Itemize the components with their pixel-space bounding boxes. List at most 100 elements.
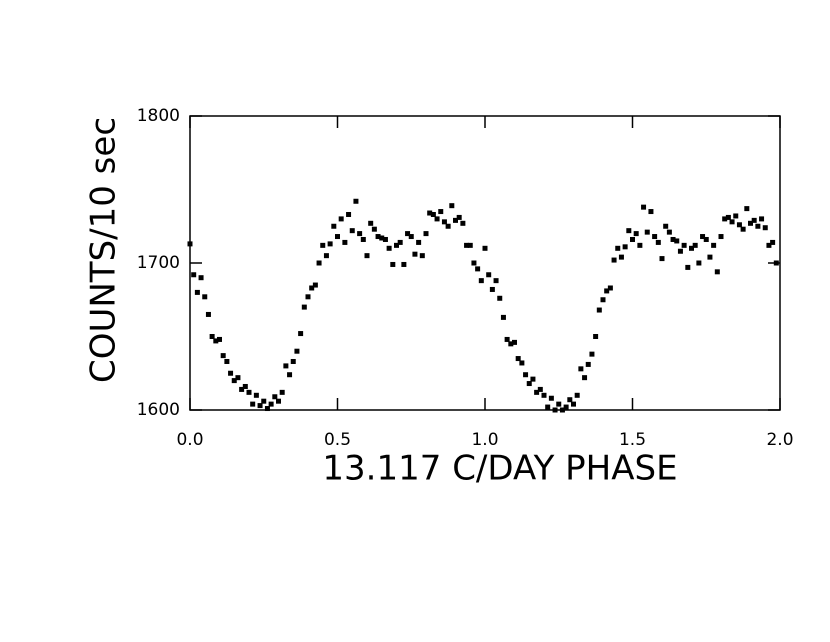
data-point	[205, 311, 211, 317]
data-point	[578, 366, 584, 372]
data-point	[287, 372, 293, 378]
data-point	[748, 220, 753, 226]
data-point	[500, 314, 506, 320]
data-point	[563, 404, 569, 410]
data-point	[331, 223, 337, 229]
data-point	[342, 239, 348, 245]
data-point	[759, 216, 765, 222]
data-point	[323, 253, 329, 259]
data-point	[641, 204, 647, 210]
data-point	[327, 241, 333, 247]
data-point	[692, 242, 698, 248]
data-point	[637, 242, 643, 248]
data-point	[526, 381, 532, 387]
data-point	[762, 225, 768, 231]
data-point	[187, 241, 193, 247]
data-point	[445, 223, 451, 229]
data-point	[733, 213, 739, 219]
y-tick-label: 1600	[137, 400, 180, 420]
data-point	[198, 275, 204, 281]
data-point	[711, 242, 717, 248]
data-point	[666, 229, 672, 235]
data-point	[220, 353, 226, 359]
data-point	[401, 261, 407, 267]
data-point	[316, 260, 322, 266]
data-point	[375, 234, 381, 240]
data-point	[611, 257, 617, 263]
data-point	[430, 211, 436, 217]
data-point	[655, 239, 661, 245]
data-point	[257, 403, 263, 409]
data-point	[722, 216, 728, 222]
y-tick-label: 1800	[137, 106, 180, 126]
plot-frame	[189, 115, 781, 411]
x-axis-title: 13.117 C/DAY PHASE	[322, 449, 677, 489]
data-point	[390, 261, 396, 267]
data-point	[279, 389, 285, 395]
data-point	[633, 231, 639, 237]
data-point	[475, 266, 481, 272]
data-point	[202, 294, 208, 300]
data-point	[305, 294, 311, 300]
data-point	[434, 216, 440, 222]
data-point	[648, 209, 654, 215]
data-point	[438, 209, 444, 215]
data-point	[644, 229, 650, 235]
data-point	[652, 234, 658, 240]
data-point	[677, 248, 683, 254]
data-point	[604, 288, 610, 294]
data-point	[449, 203, 455, 209]
data-point	[718, 234, 724, 240]
data-point	[512, 339, 517, 345]
x-tick-label: 0.0	[176, 430, 203, 450]
data-point	[253, 392, 259, 398]
x-tick-label: 0.5	[324, 430, 351, 450]
data-point	[519, 360, 525, 366]
data-point	[670, 236, 676, 242]
data-point	[194, 289, 200, 295]
data-point	[508, 341, 514, 347]
data-point	[585, 361, 591, 367]
data-point	[681, 242, 687, 248]
data-point	[235, 375, 241, 381]
data-point	[419, 253, 425, 259]
data-point	[725, 214, 731, 220]
data-point	[755, 223, 761, 229]
data-point	[360, 236, 366, 242]
data-point	[740, 226, 746, 232]
data-point	[744, 206, 750, 212]
data-point	[618, 254, 624, 260]
data-point	[482, 245, 488, 251]
data-point	[707, 254, 713, 260]
data-point	[441, 219, 447, 225]
data-point	[471, 260, 477, 266]
data-point	[700, 234, 706, 240]
data-point	[766, 242, 772, 248]
data-point	[228, 370, 234, 376]
data-point	[371, 226, 377, 232]
data-point	[571, 401, 576, 407]
data-point	[394, 242, 399, 248]
data-point	[574, 392, 580, 398]
data-point	[467, 242, 473, 248]
data-point	[607, 285, 613, 291]
data-point	[335, 234, 340, 240]
data-point	[242, 383, 248, 389]
data-point	[246, 389, 252, 395]
data-point	[276, 398, 281, 404]
data-point	[298, 331, 304, 337]
data-point	[261, 398, 267, 404]
data-point	[268, 401, 274, 407]
data-point	[346, 211, 352, 217]
data-point	[231, 378, 237, 384]
data-point	[453, 217, 458, 223]
data-point	[615, 245, 621, 251]
x-tick-label: 1.5	[619, 430, 646, 450]
data-point	[312, 282, 318, 288]
data-point	[423, 231, 429, 237]
data-point	[460, 220, 466, 226]
data-point	[338, 216, 344, 222]
data-point	[545, 404, 551, 410]
data-point	[405, 231, 411, 237]
